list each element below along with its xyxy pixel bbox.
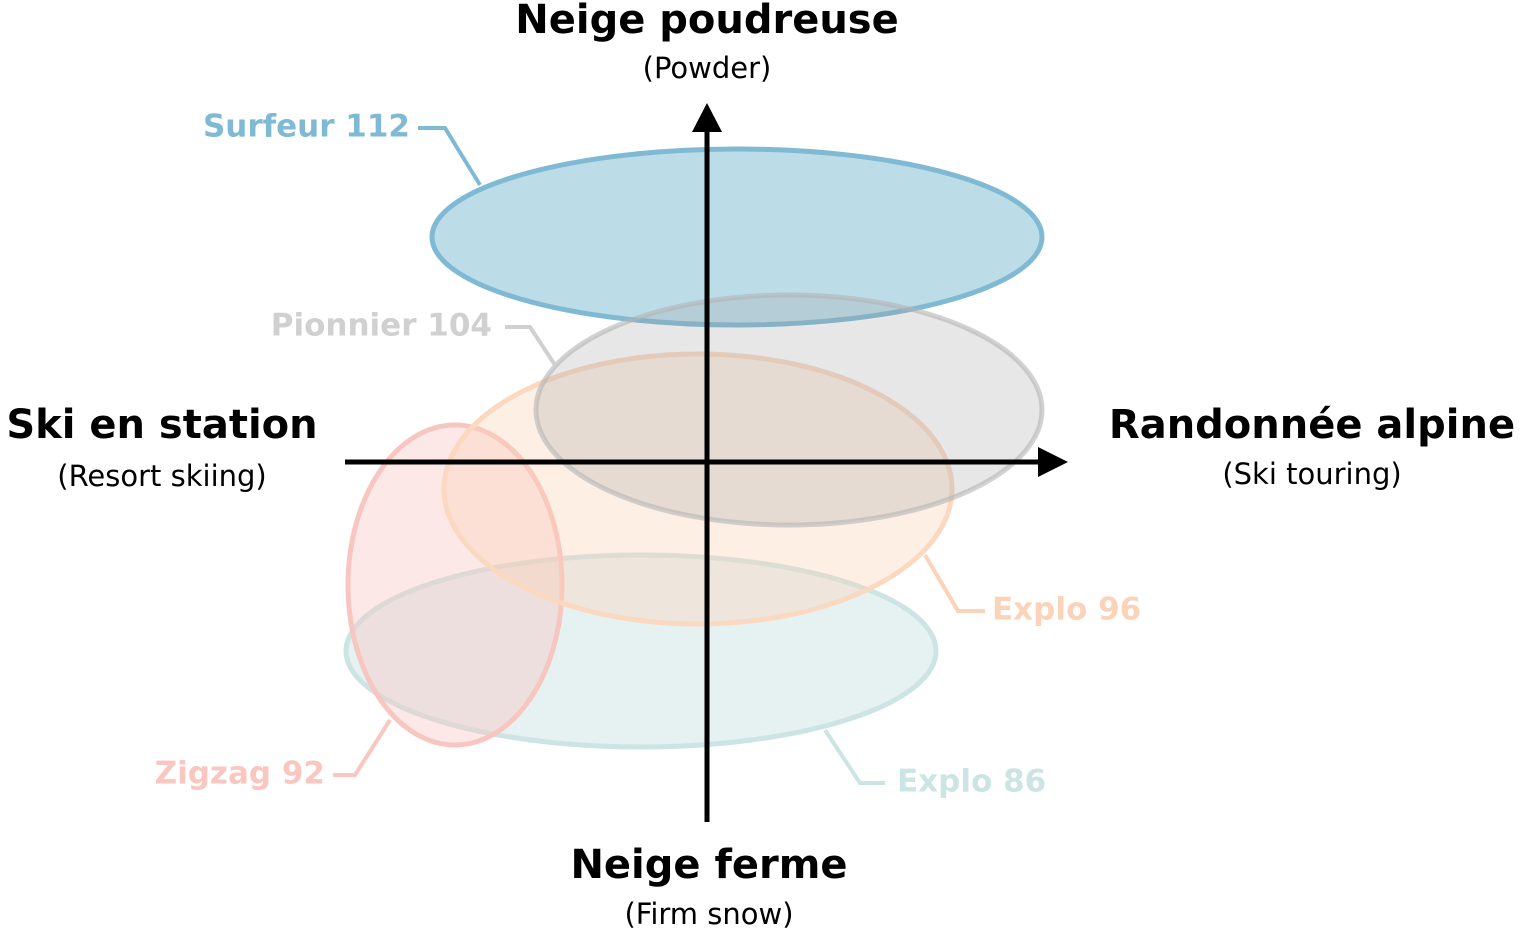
axis-title: Ski en station [6, 402, 317, 448]
leader [333, 718, 392, 777]
leader [923, 553, 985, 613]
model-label: Pionnier 104 [271, 308, 492, 344]
axis-subtitle: (Powder) [643, 51, 772, 85]
leader [505, 325, 557, 367]
leader [418, 126, 482, 187]
axis-subtitle: (Firm snow) [624, 897, 793, 931]
arrow-up [692, 103, 722, 132]
explo86-zone [343, 552, 939, 750]
axis-title: Neige ferme [570, 842, 847, 888]
model-label: Explo 86 [897, 764, 1046, 800]
model-label: Zigzag 92 [155, 756, 325, 792]
model-label: Surfeur 112 [203, 109, 410, 145]
explo96-zone [441, 351, 955, 627]
pionnier-zone [533, 292, 1045, 528]
zigzag-zone [345, 422, 565, 748]
leader [823, 728, 885, 785]
axis-title: Randonnée alpine [1109, 402, 1515, 448]
axis-subtitle: (Ski touring) [1222, 457, 1401, 491]
surfeur-zone [429, 146, 1045, 328]
model-label: Explo 96 [992, 592, 1141, 628]
axis-subtitle: (Resort skiing) [57, 459, 267, 493]
axis-title: Neige poudreuse [515, 0, 899, 43]
arrow-right [1038, 447, 1068, 477]
